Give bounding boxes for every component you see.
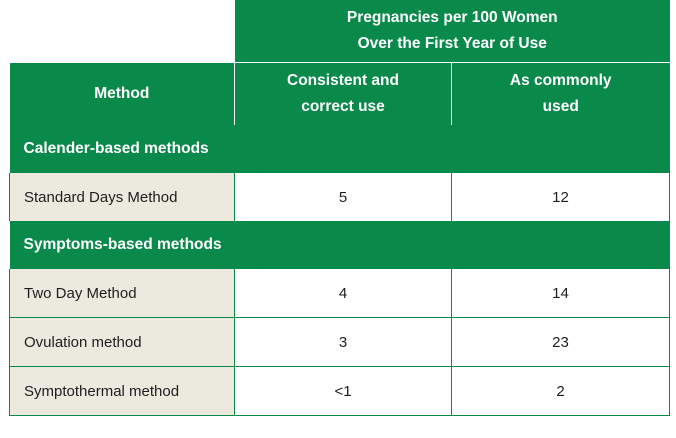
top-header-row: Pregnancies per 100 Women Over the First… xyxy=(9,0,670,63)
table-row: Symptothermal method <1 2 xyxy=(9,366,670,416)
consistent-use-cell: 3 xyxy=(234,317,452,367)
section-header-symptoms: Symptoms-based methods xyxy=(9,221,670,269)
section-title: Symptoms-based methods xyxy=(9,221,670,269)
consistent-use-column-header: Consistent and correct use xyxy=(234,62,452,125)
method-name-cell: Symptothermal method xyxy=(9,366,235,416)
common-use-cell: 23 xyxy=(451,317,670,367)
consistent-use-cell: 4 xyxy=(234,269,452,318)
consistent-use-cell: <1 xyxy=(234,366,452,416)
consistent-use-cell: 5 xyxy=(234,173,452,221)
effectiveness-table: Pregnancies per 100 Women Over the First… xyxy=(9,0,670,416)
method-name-cell: Ovulation method xyxy=(9,317,235,367)
common-header-line2: used xyxy=(542,98,579,115)
pregnancies-header: Pregnancies per 100 Women Over the First… xyxy=(234,0,670,63)
method-name-cell: Two Day Method xyxy=(9,269,235,318)
table-row: Ovulation method 3 23 xyxy=(9,317,670,367)
consistent-header-line1: Consistent and xyxy=(287,72,399,89)
common-header-line1: As commonly xyxy=(509,72,612,89)
common-use-cell: 2 xyxy=(451,366,670,416)
blank-corner-cell xyxy=(9,0,235,63)
section-header-calendar: Calender-based methods xyxy=(9,125,670,173)
pregnancies-header-line1: Pregnancies per 100 Women xyxy=(346,9,558,26)
pregnancies-header-line2: Over the First Year of Use xyxy=(357,35,547,52)
section-title: Calender-based methods xyxy=(9,125,670,173)
common-use-cell: 12 xyxy=(451,173,670,221)
method-column-header: Method xyxy=(9,62,235,125)
contraception-table-container: Pregnancies per 100 Women Over the First… xyxy=(9,0,670,430)
common-use-column-header: As commonly used xyxy=(451,62,670,125)
table-row: Standard Days Method 5 12 xyxy=(9,173,670,221)
method-name-cell: Standard Days Method xyxy=(9,173,235,221)
column-header-row: Method Consistent and correct use As com… xyxy=(9,62,670,125)
table-row: Two Day Method 4 14 xyxy=(9,269,670,318)
consistent-header-line2: correct use xyxy=(301,98,385,115)
common-use-cell: 14 xyxy=(451,269,670,318)
